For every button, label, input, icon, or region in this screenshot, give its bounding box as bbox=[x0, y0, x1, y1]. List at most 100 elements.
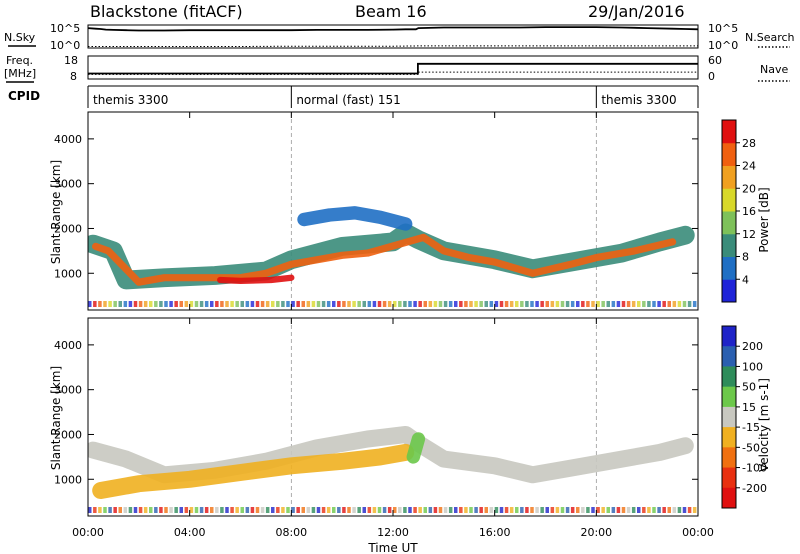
near-range-echo bbox=[667, 301, 671, 307]
heatmap-layers bbox=[88, 112, 697, 310]
near-range-echo bbox=[286, 301, 290, 307]
near-range-echo bbox=[235, 507, 239, 513]
x-axis-label: Time UT bbox=[367, 541, 418, 554]
near-range-echo bbox=[128, 301, 133, 307]
near-range-echo bbox=[687, 301, 692, 307]
near-range-echo bbox=[469, 301, 473, 307]
colorbar-frame bbox=[721, 325, 737, 509]
near-range-echo bbox=[194, 507, 199, 513]
near-range-echo bbox=[530, 301, 534, 307]
near-range-echo bbox=[347, 301, 351, 307]
near-range-echo bbox=[149, 507, 153, 513]
near-range-echo bbox=[423, 301, 427, 307]
near-range-echo bbox=[311, 301, 316, 307]
x-tick-label: 20:00 bbox=[580, 526, 612, 539]
near-range-echo bbox=[535, 301, 539, 307]
near-range-echo bbox=[306, 301, 311, 307]
near-range-echo bbox=[438, 507, 443, 513]
near-range-echo bbox=[372, 507, 377, 513]
near-range-echo bbox=[204, 507, 209, 513]
near-range-echo bbox=[225, 507, 229, 513]
near-range-echo bbox=[504, 507, 509, 513]
near-range-echo bbox=[174, 507, 178, 513]
y-tick-label: 1000 bbox=[54, 267, 82, 280]
near-range-echo bbox=[642, 301, 646, 307]
near-range-echo bbox=[586, 301, 590, 307]
near-range-echo bbox=[682, 301, 687, 307]
near-range-echo bbox=[123, 507, 128, 513]
freq-label: Freq. bbox=[6, 54, 33, 67]
near-range-echo bbox=[98, 301, 102, 307]
nave-series bbox=[88, 71, 698, 75]
nave-tick-bottom: 0 bbox=[708, 70, 715, 83]
y-tick-label: 4000 bbox=[54, 339, 82, 352]
near-range-echo bbox=[576, 301, 580, 307]
near-range-echo bbox=[260, 301, 265, 307]
near-range-echo bbox=[494, 301, 499, 307]
near-range-echo bbox=[626, 507, 631, 513]
noise-panel: N.Sky 10^5 10^0 10^5 10^0 N.Search bbox=[4, 22, 795, 52]
near-range-echo bbox=[677, 507, 682, 513]
near-range-echo bbox=[387, 301, 392, 307]
near-range-echo bbox=[520, 301, 524, 307]
near-range-echo bbox=[98, 507, 102, 513]
near-range-echo bbox=[321, 301, 326, 307]
near-range-echo bbox=[393, 301, 397, 307]
near-range-echo bbox=[306, 507, 311, 513]
near-range-echo bbox=[118, 301, 122, 307]
near-range-echo bbox=[276, 301, 280, 307]
near-range-echo bbox=[596, 507, 600, 513]
colorbar-swatch bbox=[722, 427, 736, 448]
heatmap-layers bbox=[88, 318, 697, 516]
power-y-label: Slant Range [km] bbox=[49, 160, 63, 264]
cpid-segment-label: themis 3300 bbox=[601, 93, 676, 107]
near-range-echo bbox=[199, 507, 204, 513]
near-range-echo bbox=[586, 507, 590, 513]
near-range-echo bbox=[601, 301, 605, 307]
y-tick-label: 3000 bbox=[54, 178, 82, 191]
near-range-echo bbox=[387, 507, 392, 513]
colorbar-swatch bbox=[722, 165, 736, 189]
near-range-echo bbox=[189, 301, 194, 307]
near-range-echo bbox=[408, 507, 412, 513]
near-range-echo bbox=[362, 301, 366, 307]
near-range-echo bbox=[550, 507, 555, 513]
velocity-y-axis: 1000 2000 3000 4000 bbox=[54, 339, 698, 486]
near-range-echo bbox=[382, 301, 387, 307]
near-range-echo bbox=[692, 507, 697, 513]
near-range-echo bbox=[672, 301, 677, 307]
near-range-echo bbox=[159, 507, 163, 513]
near-range-echo bbox=[93, 507, 97, 513]
near-range-echo bbox=[169, 507, 173, 513]
y-tick-label: 1000 bbox=[54, 473, 82, 486]
near-range-echo bbox=[255, 301, 260, 307]
near-range-echo bbox=[657, 301, 661, 307]
colorbar-tick-label: -50 bbox=[742, 441, 760, 454]
near-range-echo bbox=[443, 301, 448, 307]
colorbar-swatch bbox=[722, 467, 736, 489]
near-range-echo bbox=[138, 301, 143, 307]
power-colorbar-label: Power [dB] bbox=[757, 187, 771, 252]
near-range-echo bbox=[611, 301, 616, 307]
near-range-echo bbox=[199, 301, 204, 307]
near-range-echo bbox=[469, 507, 473, 513]
near-range-echo bbox=[347, 507, 351, 513]
near-range-echo bbox=[332, 507, 336, 513]
near-range-echo bbox=[154, 507, 158, 513]
near-range-echo bbox=[448, 507, 453, 513]
colorbar-swatch bbox=[722, 386, 736, 408]
near-range-echo bbox=[515, 507, 519, 513]
near-range-echo bbox=[230, 301, 234, 307]
near-range-echo bbox=[154, 301, 158, 307]
near-range-echo bbox=[240, 301, 244, 307]
near-range-echo bbox=[143, 301, 148, 307]
near-range-echo bbox=[377, 507, 382, 513]
nave-label: Nave bbox=[760, 63, 788, 76]
near-range-echo bbox=[540, 507, 544, 513]
x-tick-label: 12:00 bbox=[377, 526, 409, 539]
near-range-echo bbox=[301, 301, 305, 307]
near-range-echo bbox=[631, 301, 636, 307]
near-range-echo bbox=[149, 301, 153, 307]
near-range-echo bbox=[403, 301, 407, 307]
near-range-echo bbox=[637, 507, 641, 513]
